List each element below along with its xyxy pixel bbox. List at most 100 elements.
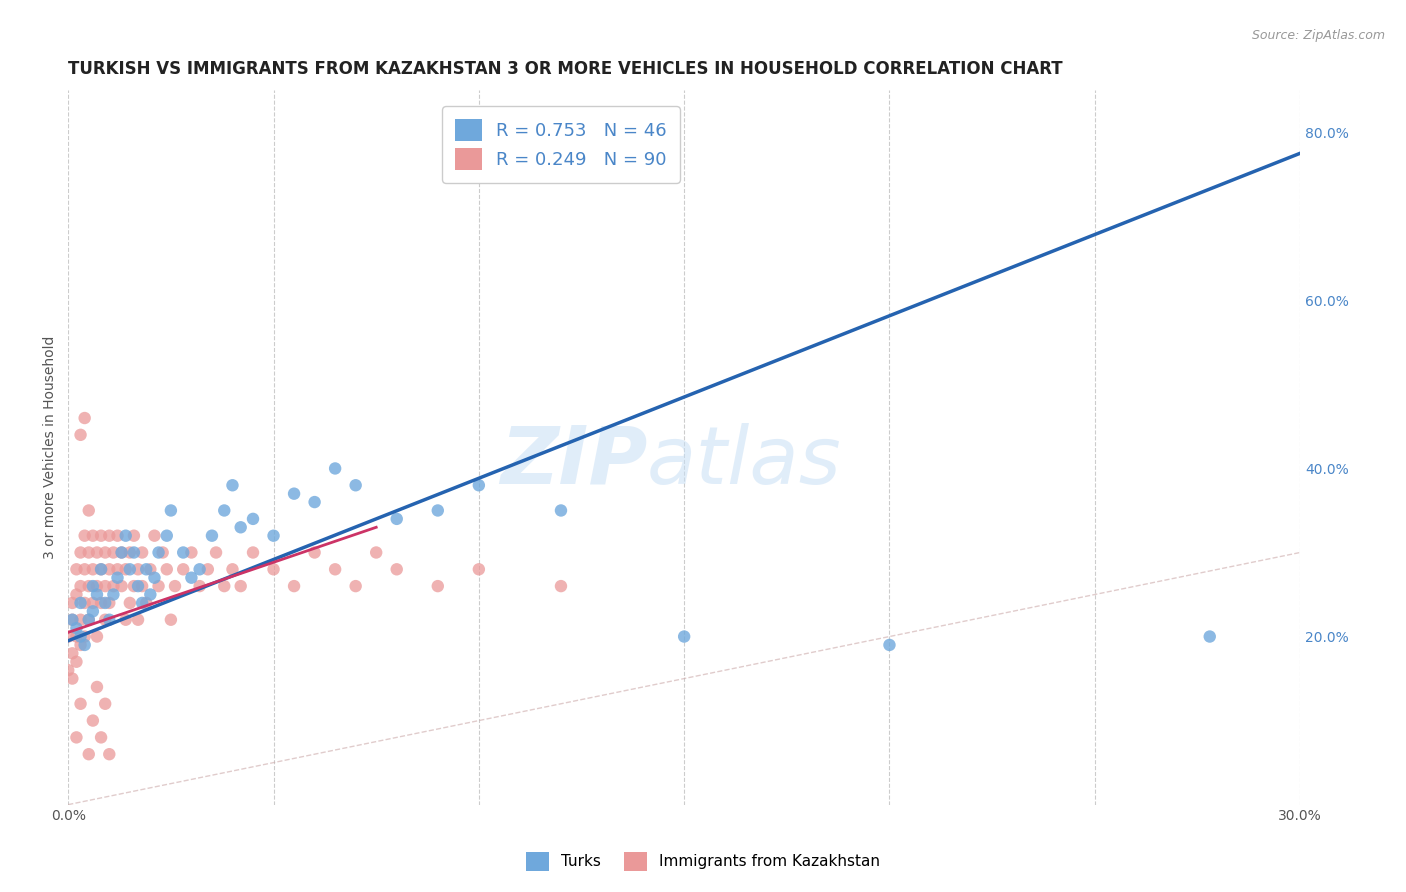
Point — [73, 411, 96, 425]
Point — [77, 579, 100, 593]
Point — [60, 646, 83, 660]
Point — [135, 562, 157, 576]
Point — [114, 562, 136, 576]
Point — [127, 562, 149, 576]
Point — [156, 529, 179, 543]
Point — [90, 562, 112, 576]
Point — [77, 613, 100, 627]
Point — [304, 495, 326, 509]
Point — [73, 562, 96, 576]
Point — [172, 562, 194, 576]
Point — [69, 630, 91, 644]
Point — [118, 545, 141, 559]
Text: Source: ZipAtlas.com: Source: ZipAtlas.com — [1251, 29, 1385, 43]
Point — [143, 571, 166, 585]
Point — [98, 747, 121, 762]
Point — [90, 596, 112, 610]
Point — [65, 621, 87, 635]
Point — [94, 613, 117, 627]
Point — [82, 529, 104, 543]
Point — [879, 638, 901, 652]
Point — [69, 613, 91, 627]
Point — [180, 571, 202, 585]
Point — [426, 503, 449, 517]
Point — [107, 562, 129, 576]
Point — [122, 529, 145, 543]
Point — [550, 579, 572, 593]
Point — [344, 579, 367, 593]
Point — [94, 697, 117, 711]
Point — [69, 596, 91, 610]
Point — [1198, 630, 1220, 644]
Point — [221, 478, 243, 492]
Point — [86, 680, 108, 694]
Text: TURKISH VS IMMIGRANTS FROM KAZAKHSTAN 3 OR MORE VEHICLES IN HOUSEHOLD CORRELATIO: TURKISH VS IMMIGRANTS FROM KAZAKHSTAN 3 … — [69, 60, 1063, 78]
Point — [283, 486, 305, 500]
Point — [60, 613, 83, 627]
Point — [65, 630, 87, 644]
Point — [344, 478, 367, 492]
Point — [77, 613, 100, 627]
Point — [221, 562, 243, 576]
Point — [82, 714, 104, 728]
Point — [103, 587, 125, 601]
Point — [65, 655, 87, 669]
Point — [86, 630, 108, 644]
Point — [60, 596, 83, 610]
Point — [122, 579, 145, 593]
Point — [127, 613, 149, 627]
Point — [283, 579, 305, 593]
Point — [98, 562, 121, 576]
Text: atlas: atlas — [647, 423, 842, 500]
Point — [205, 545, 228, 559]
Point — [139, 562, 162, 576]
Point — [131, 579, 153, 593]
Point — [73, 529, 96, 543]
Point — [242, 545, 264, 559]
Point — [107, 529, 129, 543]
Text: ZIP: ZIP — [499, 423, 647, 500]
Point — [94, 545, 117, 559]
Point — [58, 630, 80, 644]
Point — [69, 579, 91, 593]
Point — [73, 596, 96, 610]
Point — [118, 562, 141, 576]
Point — [468, 562, 491, 576]
Point — [122, 545, 145, 559]
Point — [131, 596, 153, 610]
Point — [94, 579, 117, 593]
Point — [82, 579, 104, 593]
Point — [242, 512, 264, 526]
Point — [143, 529, 166, 543]
Point — [163, 579, 186, 593]
Point — [82, 604, 104, 618]
Point — [82, 562, 104, 576]
Point — [110, 545, 132, 559]
Point — [385, 562, 408, 576]
Point — [98, 613, 121, 627]
Point — [69, 545, 91, 559]
Point — [60, 613, 83, 627]
Point — [263, 529, 285, 543]
Point — [69, 638, 91, 652]
Point — [114, 529, 136, 543]
Point — [201, 529, 224, 543]
Point — [98, 529, 121, 543]
Point — [114, 613, 136, 627]
Point — [60, 672, 83, 686]
Point — [90, 562, 112, 576]
Point — [180, 545, 202, 559]
Point — [188, 562, 211, 576]
Point — [98, 596, 121, 610]
Point — [103, 545, 125, 559]
Point — [139, 587, 162, 601]
Point — [188, 579, 211, 593]
Point — [385, 512, 408, 526]
Point — [77, 503, 100, 517]
Point — [229, 520, 252, 534]
Point — [152, 545, 174, 559]
Point — [73, 638, 96, 652]
Point — [135, 596, 157, 610]
Point — [323, 461, 346, 475]
Point — [65, 731, 87, 745]
